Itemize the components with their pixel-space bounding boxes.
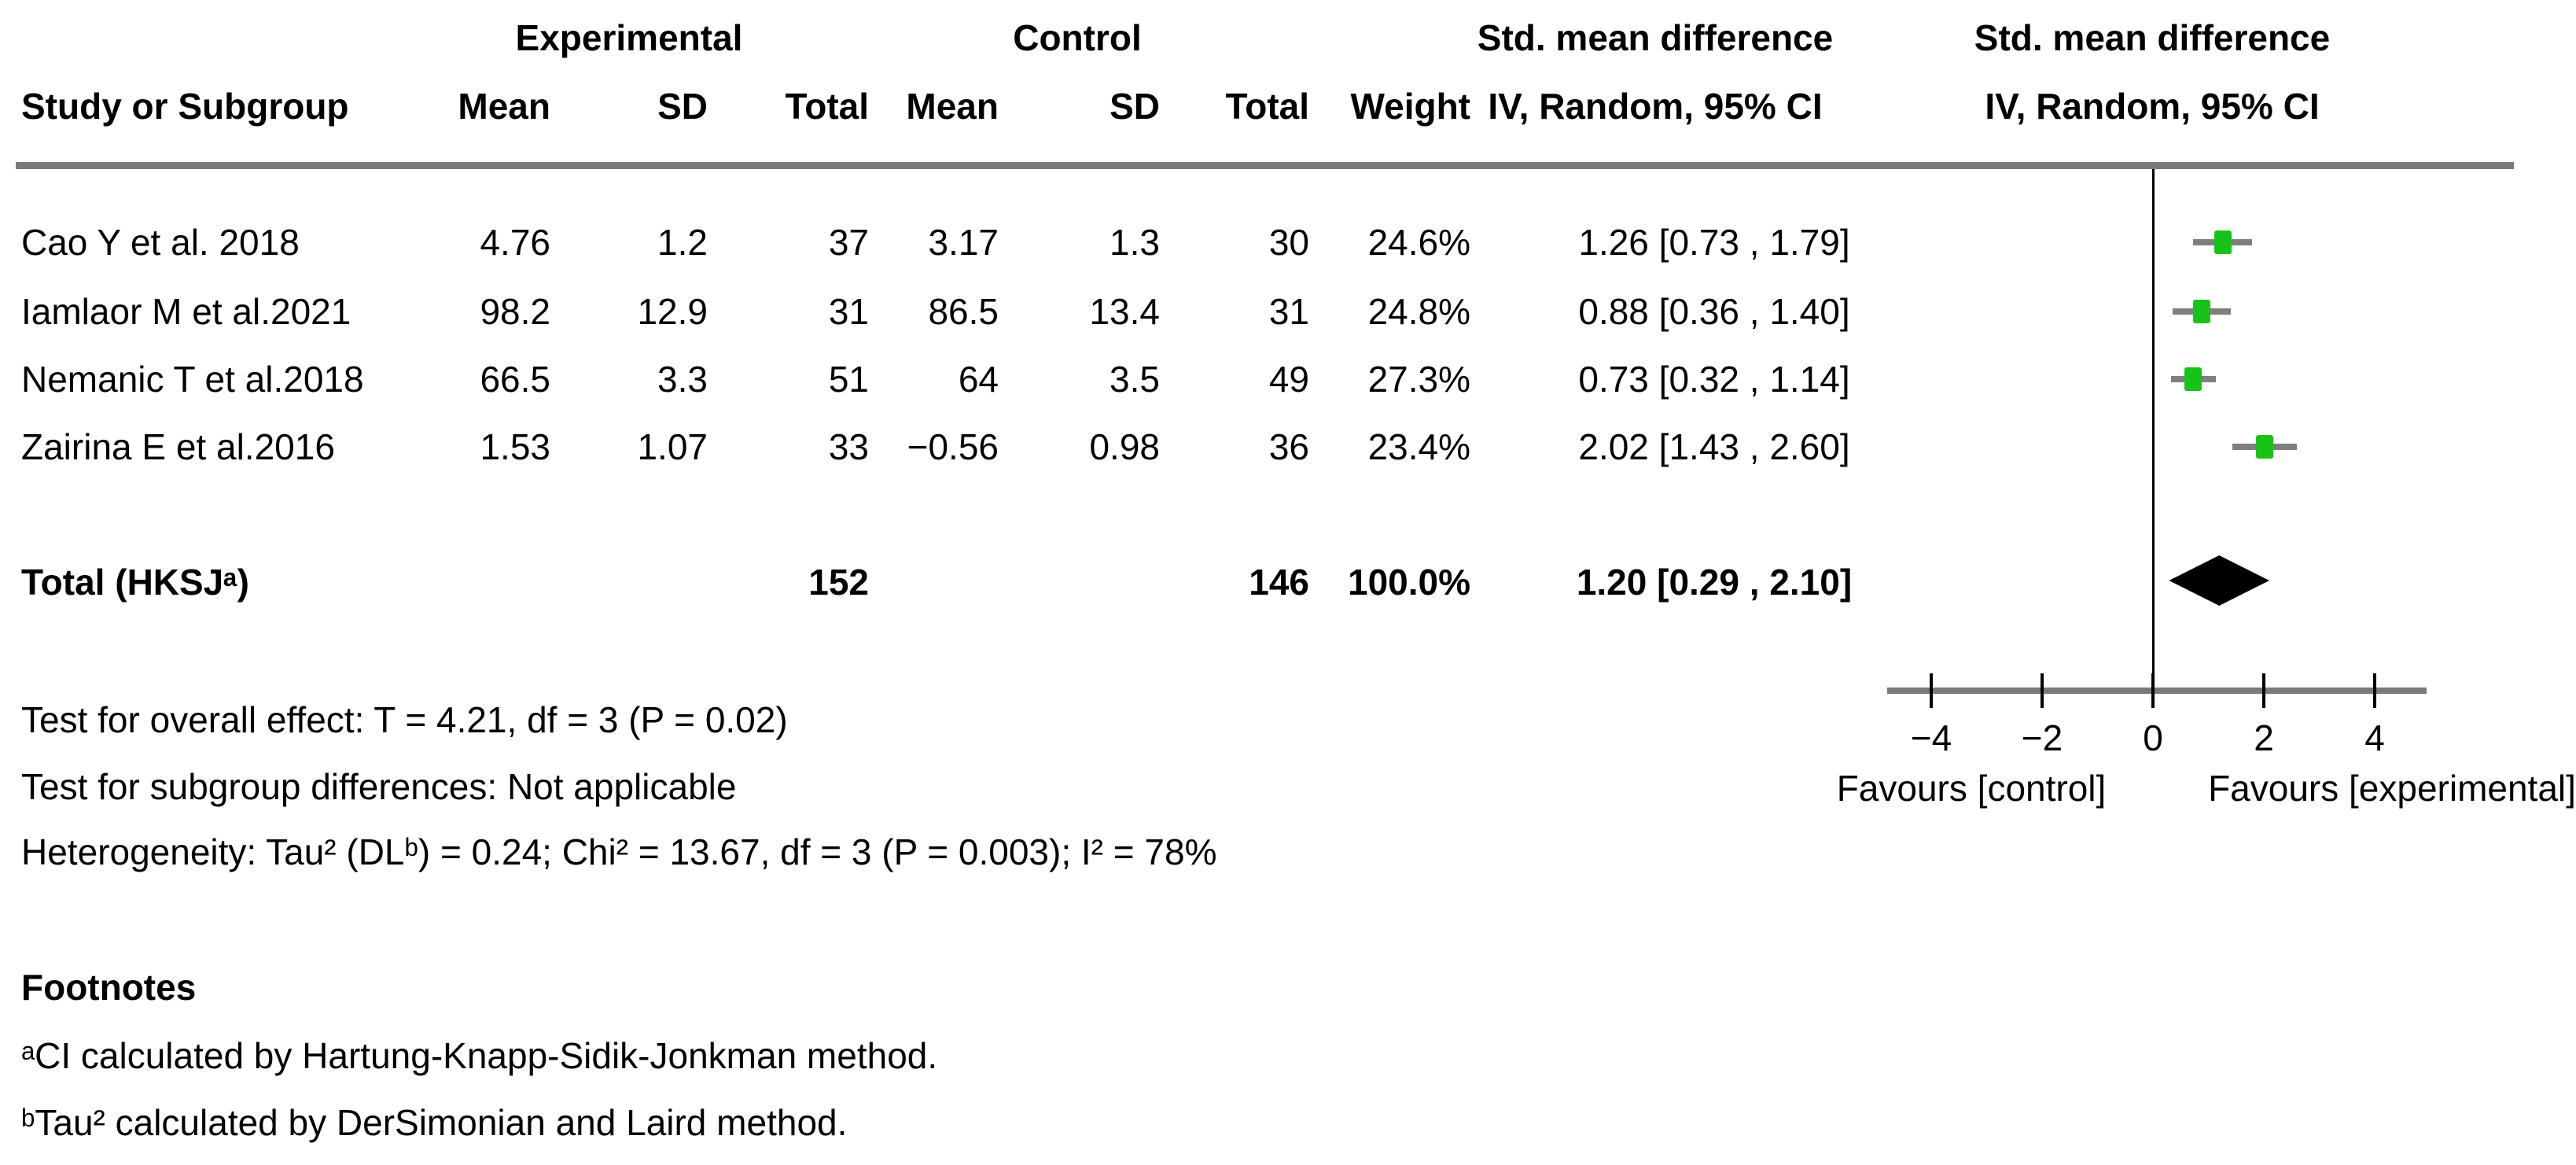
heterogeneity-line: Heterogeneity: Tau² (DLᵇ) = 0.24; Chi² =… <box>21 831 1217 872</box>
x-axis-line <box>1887 688 2427 694</box>
header-group-control: Control <box>1013 17 1142 58</box>
row-ci-text: 2.02 [1.43 , 2.60] <box>1578 426 1850 467</box>
x-axis-tick-label: −2 <box>2021 717 2063 758</box>
x-axis-tick-label: 4 <box>2364 717 2385 758</box>
total-ctrl-total: 146 <box>1249 562 1309 603</box>
x-axis-tick <box>2041 673 2044 708</box>
row-weight: 27.3% <box>1367 359 1470 400</box>
header-col-study: Study or Subgroup <box>21 86 349 127</box>
x-axis-tick-label: 0 <box>2143 717 2163 758</box>
study-name: Zairina E et al.2016 <box>21 426 335 467</box>
footnotes-title: Footnotes <box>21 967 197 1008</box>
header-col-exp-sd: SD <box>657 86 708 127</box>
ctrl-total: 31 <box>1268 291 1309 332</box>
header-smd-table-line1: Std. mean difference <box>1477 17 1834 58</box>
row-ci-text: 0.73 [0.32 , 1.14] <box>1578 359 1850 400</box>
favours-control-label: Favours [control] <box>1836 768 2107 809</box>
footnote-a: ᵃCI calculated by Hartung-Knapp-Sidik-Jo… <box>21 1035 938 1076</box>
exp-total: 37 <box>828 222 869 263</box>
exp-sd: 1.07 <box>637 426 708 467</box>
study-name: Cao Y et al. 2018 <box>21 222 300 263</box>
point-estimate-marker <box>2193 300 2211 323</box>
exp-total: 51 <box>828 359 869 400</box>
x-axis-tick <box>2373 673 2376 708</box>
total-label: Total (HKSJᵃ) <box>21 562 249 603</box>
ctrl-mean: 86.5 <box>928 291 999 332</box>
header-smd-plot-line1: Std. mean difference <box>1974 17 2331 58</box>
overall-effect-test-line: Test for overall effect: T = 4.21, df = … <box>21 699 788 740</box>
ctrl-mean: 64 <box>958 359 999 400</box>
ctrl-total: 36 <box>1268 426 1309 467</box>
ctrl-sd: 1.3 <box>1110 222 1160 263</box>
exp-sd: 12.9 <box>637 291 708 332</box>
x-axis-tick <box>2262 673 2265 708</box>
point-estimate-marker <box>2214 230 2232 254</box>
header-smd-plot-line2: IV, Random, 95% CI <box>1985 86 2320 127</box>
header-col-ctrl-total: Total <box>1225 86 1309 127</box>
header-col-exp-mean: Mean <box>458 86 550 127</box>
ctrl-sd: 0.98 <box>1089 426 1160 467</box>
ctrl-mean: −0.56 <box>907 426 999 467</box>
total-exp-total: 152 <box>808 562 869 603</box>
x-axis-tick <box>1930 673 1933 708</box>
header-col-weight: Weight <box>1350 86 1470 127</box>
row-ci-text: 1.26 [0.73 , 1.79] <box>1578 222 1850 263</box>
ctrl-total: 49 <box>1268 359 1309 400</box>
ctrl-sd: 3.5 <box>1110 359 1160 400</box>
exp-total: 31 <box>828 291 869 332</box>
ctrl-mean: 3.17 <box>928 222 999 263</box>
exp-sd: 3.3 <box>657 359 708 400</box>
header-col-ctrl-sd: SD <box>1110 86 1160 127</box>
total-weight: 100.0% <box>1347 562 1470 603</box>
point-estimate-marker <box>2184 367 2202 391</box>
subgroup-differences-test-line: Test for subgroup differences: Not appli… <box>21 766 737 807</box>
row-weight: 24.6% <box>1367 222 1470 263</box>
favours-experimental-label: Favours [experimental] <box>2208 768 2576 809</box>
row-weight: 23.4% <box>1367 426 1470 467</box>
header-col-exp-total: Total <box>785 86 869 127</box>
header-col-ctrl-mean: Mean <box>906 86 999 127</box>
ctrl-sd: 13.4 <box>1089 291 1160 332</box>
x-axis-tick-label: 2 <box>2254 717 2274 758</box>
exp-mean: 4.76 <box>480 222 550 263</box>
exp-mean: 66.5 <box>480 359 550 400</box>
exp-mean: 1.53 <box>480 426 550 467</box>
x-axis-tick <box>2151 673 2155 708</box>
header-divider-rule <box>16 162 2514 169</box>
zero-effect-line <box>2151 169 2155 694</box>
x-axis-tick-label: −4 <box>1910 717 1952 758</box>
exp-mean: 98.2 <box>480 291 550 332</box>
ctrl-total: 30 <box>1268 222 1309 263</box>
footnote-b: ᵇTau² calculated by DerSimonian and Lair… <box>21 1102 848 1143</box>
point-estimate-marker <box>2256 435 2274 459</box>
study-name: Nemanic T et al.2018 <box>21 359 364 400</box>
header-group-experimental: Experimental <box>515 17 743 58</box>
row-weight: 24.8% <box>1367 291 1470 332</box>
header-smd-table-line2: IV, Random, 95% CI <box>1488 86 1823 127</box>
exp-sd: 1.2 <box>657 222 708 263</box>
study-name: Iamlaor M et al.2021 <box>21 291 351 332</box>
exp-total: 33 <box>828 426 869 467</box>
row-ci-text: 0.88 [0.36 , 1.40] <box>1578 291 1850 332</box>
total-diamond <box>2169 555 2270 606</box>
total-ci-text: 1.20 [0.29 , 2.10] <box>1576 562 1853 603</box>
